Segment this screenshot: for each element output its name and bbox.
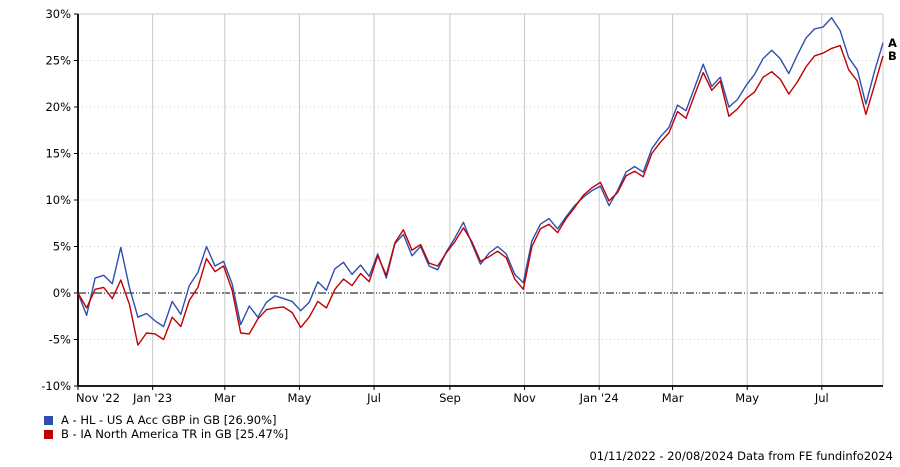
legend-label-b: B - IA North America TR in GB [25.47%] — [61, 427, 289, 441]
y-tick-label: 15% — [45, 147, 71, 161]
y-tick-label: 10% — [45, 193, 71, 207]
y-tick-label: -5% — [49, 333, 71, 347]
legend-label-a: A - HL - US A Acc GBP in GB [26.90%] — [61, 413, 277, 427]
chart-date-range-source-label: 01/11/2022 - 20/08/2024 Data from FE fun… — [589, 449, 893, 463]
x-tick-label: Jan '24 — [579, 391, 619, 405]
legend-marker-b-icon — [44, 429, 53, 439]
legend-item-b: B - IA North America TR in GB [25.47%] — [44, 427, 288, 441]
legend-marker-a-icon — [44, 415, 53, 425]
y-tick-label: -10% — [41, 379, 71, 393]
x-tick-label: Jan '23 — [132, 391, 172, 405]
series-end-label-a: A — [888, 36, 897, 50]
series-end-label-b: B — [888, 49, 897, 63]
x-tick-label: Jul — [366, 391, 381, 405]
x-tick-label: May — [288, 391, 312, 405]
x-tick-label: Sep — [439, 391, 461, 405]
x-tick-label: Mar — [662, 391, 684, 405]
performance-line-chart: Nov '22 Jan '23 Mar May Jul Sep Nov Jan '24 Mar M… — [41, 7, 897, 405]
chart-legend: A - HL - US A Acc GBP in GB [26.90%] B -… — [44, 413, 288, 441]
y-tick-label: 30% — [45, 7, 71, 21]
series-line-a — [77, 17, 884, 328]
x-tick-label: Mar — [214, 391, 236, 405]
x-tick-label: May — [735, 391, 759, 405]
x-tick-label: Nov — [513, 391, 536, 405]
y-tick-label: 5% — [53, 240, 71, 254]
y-tick-label: 25% — [45, 54, 71, 68]
x-tick-label: Nov '22 — [76, 391, 120, 405]
legend-item-a: A - HL - US A Acc GBP in GB [26.90%] — [44, 413, 288, 427]
x-tick-label: Jul — [814, 391, 829, 405]
y-tick-label: 0% — [53, 286, 71, 300]
y-tick-label: 20% — [45, 100, 71, 114]
series-line-b — [77, 44, 884, 346]
